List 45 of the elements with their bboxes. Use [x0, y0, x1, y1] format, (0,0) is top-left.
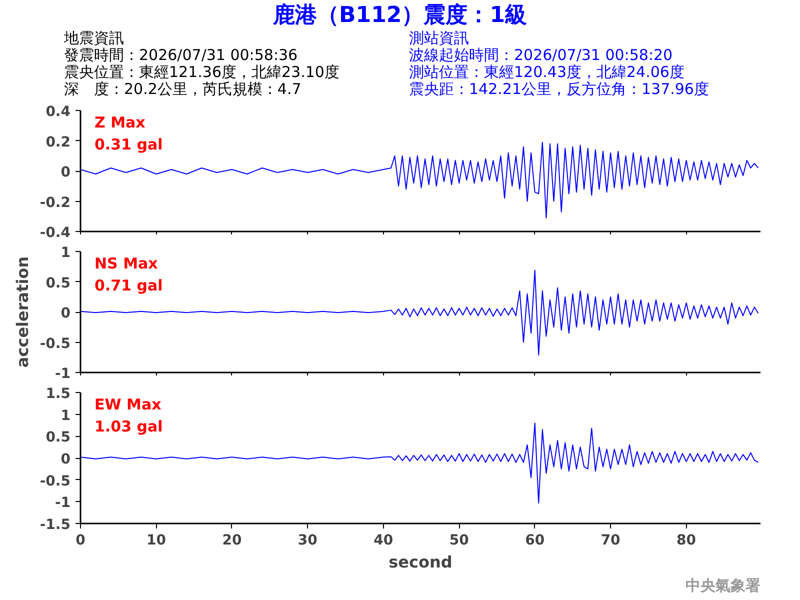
line-series: [80, 270, 759, 356]
x-tick-label: 60: [525, 532, 545, 548]
annotation: 1.03 gal: [94, 418, 163, 436]
y-axis-title: acceleration: [12, 256, 32, 368]
x-tick-label: 10: [146, 532, 166, 548]
text: 中央氣象署: [686, 576, 760, 594]
text: 地震資訊: [64, 29, 124, 47]
text: 發震時間：2026/07/31 00:58:36: [64, 46, 298, 64]
y-tick-label: 1: [60, 245, 71, 261]
x-tick-label: 70: [600, 532, 621, 548]
y-tick-label: 0.5: [46, 275, 71, 292]
y-tick-label: 0: [60, 164, 71, 180]
y-tick-label: -0.4: [40, 225, 71, 241]
y-tick-label: -1: [54, 366, 71, 382]
x-tick-label: 80: [676, 532, 696, 548]
y-tick-label: 0: [60, 452, 71, 468]
annotation: NS Max: [94, 254, 158, 272]
y-tick-label: -1: [54, 495, 71, 512]
annotation: EW Max: [94, 396, 162, 414]
y-tick-label: 1.5: [46, 386, 71, 402]
y-tick-label: -0.2: [40, 194, 71, 211]
y-tick-label: 0: [60, 306, 71, 322]
y-tick-label: -0.5: [40, 336, 71, 352]
x-tick-label: 0: [76, 532, 86, 548]
text: 深 度：20.2公里，芮氏規模：4.7: [64, 80, 302, 98]
y-tick-label: 0.5: [46, 430, 71, 446]
text: 波線起始時間：2026/07/31 00:58:20: [409, 46, 673, 64]
annotation: Z Max: [94, 114, 146, 132]
y-tick-label: -1.5: [40, 517, 71, 533]
y-tick-label: -0.5: [40, 473, 71, 490]
y-tick-label: 0.4: [46, 104, 71, 120]
x-tick-label: 50: [449, 532, 470, 548]
chart-title: 鹿港（B112）震度：1級: [272, 2, 528, 30]
x-tick-label: 40: [374, 532, 394, 548]
annotation: 0.71 gal: [94, 276, 163, 294]
text: 測站資訊: [409, 29, 469, 47]
text: 測站位置：東經120.43度，北緯24.06度: [409, 63, 684, 81]
text: 震央距：142.21公里，反方位角：137.96度: [409, 80, 709, 98]
x-axis-title: second: [388, 552, 452, 572]
x-tick-label: 20: [222, 532, 242, 548]
y-tick-label: 0.2: [46, 134, 71, 150]
text: 震央位置：東經121.36度，北緯23.10度: [64, 63, 340, 81]
annotation: 0.31 gal: [94, 136, 163, 154]
x-tick-label: 30: [298, 532, 318, 548]
y-tick-label: 1: [60, 408, 71, 424]
